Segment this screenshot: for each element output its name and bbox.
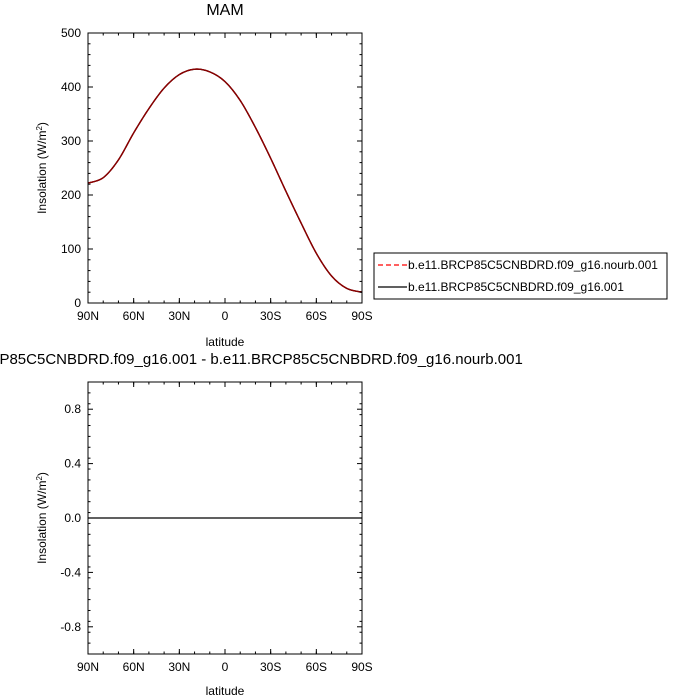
top-x-tick-label: 60N — [123, 309, 145, 323]
bottom-x-tick-label: 30N — [168, 660, 190, 674]
bottom-y-tick-label: 0.0 — [64, 511, 81, 525]
top-y-tick-label: 500 — [61, 26, 81, 40]
top-chart-frame — [87, 32, 363, 304]
bottom-chart-y-axis-label: Insolation (W/m2) — [35, 472, 50, 564]
top-y-tick-label: 200 — [61, 188, 81, 202]
bottom-x-tick-label: 90N — [77, 660, 99, 674]
top-y-tick-label: 100 — [61, 242, 81, 256]
bottom-x-tick-label: 0 — [222, 660, 229, 674]
top-x-tick-label: 60S — [306, 309, 327, 323]
top-series-overlap-line — [87, 68, 363, 293]
top-y-tick-label: 400 — [61, 80, 81, 94]
bottom-y-tick-label: 0.4 — [64, 457, 81, 471]
bottom-y-tick-label: -0.8 — [60, 620, 81, 634]
top-x-tick-label: 90S — [351, 309, 372, 323]
bottom-y-tick-label: 0.8 — [64, 402, 81, 416]
legend-box — [373, 252, 668, 300]
bottom-y-tick-label: -0.4 — [60, 565, 81, 579]
bottom-chart-title: b.e11.BRCP85C5CNBDRD.f09_g16.001 - b.e11… — [0, 351, 523, 368]
top-x-tick-label: 90N — [77, 309, 99, 323]
top-y-tick-label: 0 — [74, 296, 81, 310]
top-chart-y-axis-label: Insolation (W/m2) — [35, 122, 50, 214]
top-series-line-1 — [87, 68, 363, 293]
top-y-tick-label: 300 — [61, 134, 81, 148]
bottom-x-tick-label: 30S — [260, 660, 281, 674]
top-x-tick-label: 0 — [222, 309, 229, 323]
top-chart-title: MAM — [206, 2, 243, 19]
top-x-tick-label: 30S — [260, 309, 281, 323]
top-chart: MAM 90N 60N 30N 0 30S 60S 90S0100200300400500 … — [35, 2, 668, 349]
top-series-line-0 — [87, 68, 363, 293]
bottom-x-tick-label: 60N — [123, 660, 145, 674]
top-x-tick-label: 30N — [168, 309, 190, 323]
top-chart-plot-area — [87, 68, 363, 293]
top-chart-legend: b.e11.BRCP85C5CNBDRD.f09_g16.nourb.001 b… — [373, 252, 668, 300]
bottom-x-tick-label: 90S — [351, 660, 372, 674]
bottom-x-tick-label: 60S — [306, 660, 327, 674]
bottom-chart-x-axis-label: latitude — [206, 684, 245, 698]
top-chart-x-axis-label: latitude — [206, 335, 245, 349]
bottom-chart: b.e11.BRCP85C5CNBDRD.f09_g16.001 - b.e11… — [0, 351, 523, 698]
legend-label-nourb: b.e11.BRCP85C5CNBDRD.f09_g16.nourb.001 — [408, 258, 658, 272]
legend-label-control: b.e11.BRCP85C5CNBDRD.f09_g16.001 — [408, 280, 624, 294]
